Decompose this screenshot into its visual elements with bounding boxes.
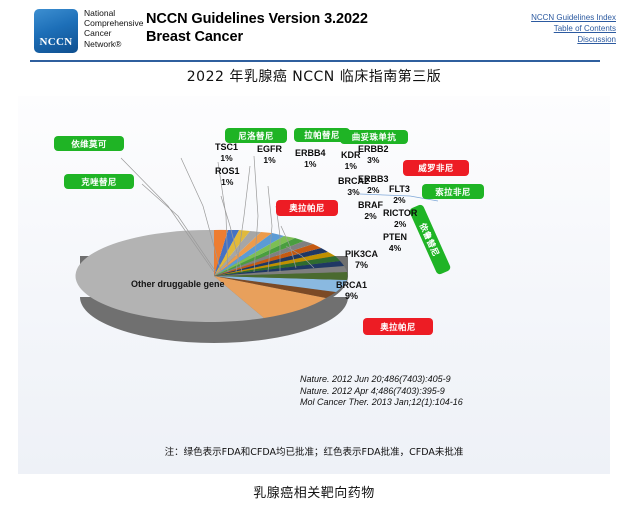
nccn-logo-text: NCCN [39,36,73,48]
link-guidelines-index[interactable]: NCCN Guidelines Index [531,13,616,22]
header-divider [30,60,600,62]
gene-label-pten: PTEN 4% [383,232,407,253]
slice-pten [214,272,348,280]
slice-rictor [214,266,347,276]
gene-label-egfr: EGFR 1% [257,144,282,165]
slide-body: 依维莫可 克唑替尼 尼洛替尼 拉帕替尼 曲妥珠单抗 威罗非尼 索拉非尼 奥拉帕尼… [18,96,610,474]
gene-name: BRCA1 [336,280,368,290]
gene-pct: 9% [345,291,359,301]
logo-word-2: Comprehensive [84,18,144,29]
nccn-header: NCCN National Comprehensive Cancer Netwo… [0,0,628,62]
slice-pik3ca [214,276,347,292]
gene-label-braf: BRAF 2% [358,200,383,221]
slice-erbb4 [214,232,272,276]
logo-word-4: Network® [84,38,122,49]
drug-box-olaparib-top[interactable]: 奥拉帕尼 [276,200,338,216]
guideline-version: NCCN Guidelines Version 3.2022 [146,11,368,27]
gene-label-erbb2: ERBB2 3% [358,144,389,165]
logo-word-3: Cancer [84,28,112,39]
gene-name: ERBB2 [358,144,389,154]
gene-pct: 2% [364,210,377,221]
pie-chart-svg [75,155,439,343]
slice-brca2 [214,236,295,276]
citation-line-1: Nature. 2012 Jun 20;486(7403):405-9 [300,374,451,384]
gene-name: KDR [341,150,361,160]
leader-lines [120,155,315,273]
gene-name: PIK3CA [345,249,379,259]
gene-label-rictor: RICTOR 2% [383,208,417,229]
gene-pct: 3% [347,186,360,197]
gene-label-ros1: ROS1 1% [215,166,240,187]
slice-other [75,229,264,322]
slice-navy [214,248,328,276]
slice-erbb3 [214,252,335,276]
slice-last [214,229,228,276]
gene-name: ERBB3 [358,174,389,184]
pie-label-pik3ca: PIK3CA 7% [345,249,378,271]
drug-box-nilotinib[interactable]: 尼洛替尼 [225,128,287,143]
pie-chart: 依维莫可 克唑替尼 尼洛替尼 拉帕替尼 曲妥珠单抗 威罗非尼 索拉非尼 奥拉帕尼… [18,96,610,386]
bottom-caption: 乳腺癌相关靶向药物 [253,486,375,501]
nccn-logo-wordmark: National Comprehensive Cancer Network® [84,8,144,49]
gene-label-tsc1: TSC1 1% [215,142,238,163]
footnote: 注：绿色表示FDA和CFDA均已批准；红色表示FDA批准，CFDA未批准 [164,447,464,458]
header-links: NCCN Guidelines Index Table of Contents … [531,12,616,45]
gene-pct: 2% [367,184,380,195]
gene-label-erbb3: ERBB3 2% [358,174,389,195]
gene-pct: 4% [388,242,402,253]
gene-name: EGFR [257,144,283,154]
pie-label-other-druggable-gene: Other druggable gene [131,279,225,289]
slice-tsc1 [214,229,239,276]
guideline-subject: Breast Cancer [146,29,244,45]
gene-pct: 1% [220,152,233,163]
pie-slices [75,229,348,322]
chinese-title: 2022 年乳腺癌 NCCN 临床指南第三版 [186,69,442,85]
pie-label-brca1: BRCA1 9% [336,280,367,302]
citation-line-2: Nature. 2012 Apr 4;486(7403):395-9 [300,385,445,396]
drug-box-olaparib-bottom[interactable]: 奥拉帕尼 [363,318,433,335]
link-table-of-contents[interactable]: Table of Contents [553,24,616,33]
gene-pct: 1% [344,160,357,171]
gene-label-kdr: KDR 1% [341,150,361,171]
gene-name: ROS1 [215,166,240,176]
gene-pct: 7% [355,260,369,270]
link-discussion[interactable]: Discussion [577,35,616,44]
nccn-logo: NCCN [34,9,78,53]
drug-box-crizotinib[interactable]: 克唑替尼 [64,174,134,189]
gene-name: BRAF [358,200,383,210]
gene-pct: 1% [221,176,234,187]
gene-pct: 1% [263,154,276,165]
gene-label-brca2: BRCA2 3% [338,176,369,197]
drug-box-vemurafenib[interactable]: 威罗非尼 [403,160,469,176]
leader-line-erbb2 [359,193,439,202]
gene-pct: 2% [394,218,407,229]
gene-pct: 3% [367,154,380,165]
drug-box-trastuzumab[interactable]: 曲妥珠单抗 [340,130,408,144]
slice-braf [214,256,340,276]
citation-line-3: Mol Cancer Ther. 2013 Jan;12(1):104-16 [300,397,463,407]
gene-label-erbb4: ERBB4 1% [295,148,326,169]
citation-block: Nature. 2012 Jun 20;486(7403):405-9 Natu… [300,374,590,409]
gene-pct: 1% [304,158,317,169]
slice-flt3 [214,261,344,276]
drug-box-lapatinib[interactable]: 拉帕替尼 [294,128,350,142]
gene-pct: 2% [393,194,406,205]
gene-name: FLT3 [389,184,410,194]
gene-name: TSC1 [215,142,239,152]
gene-name: RICTOR [383,208,418,218]
logo-word-1: National [84,8,116,18]
slice-kdr [214,233,284,276]
gene-name: ERBB4 [295,148,326,158]
gene-name: BRCA2 [338,176,370,186]
drug-box-sorafenib[interactable]: 索拉非尼 [422,184,484,199]
slice-brca1-edge [214,276,336,298]
slice-brca1 [214,276,326,318]
gene-label-flt3: FLT3 2% [389,184,410,205]
gene-name: PTEN [383,232,408,242]
slice-ros1 [214,230,250,276]
drug-box-everolimus[interactable]: 依维莫可 [54,136,124,151]
page-title: NCCN Guidelines Version 3.2022 Breast Ca… [146,10,368,46]
slice-grey1 [214,241,313,276]
